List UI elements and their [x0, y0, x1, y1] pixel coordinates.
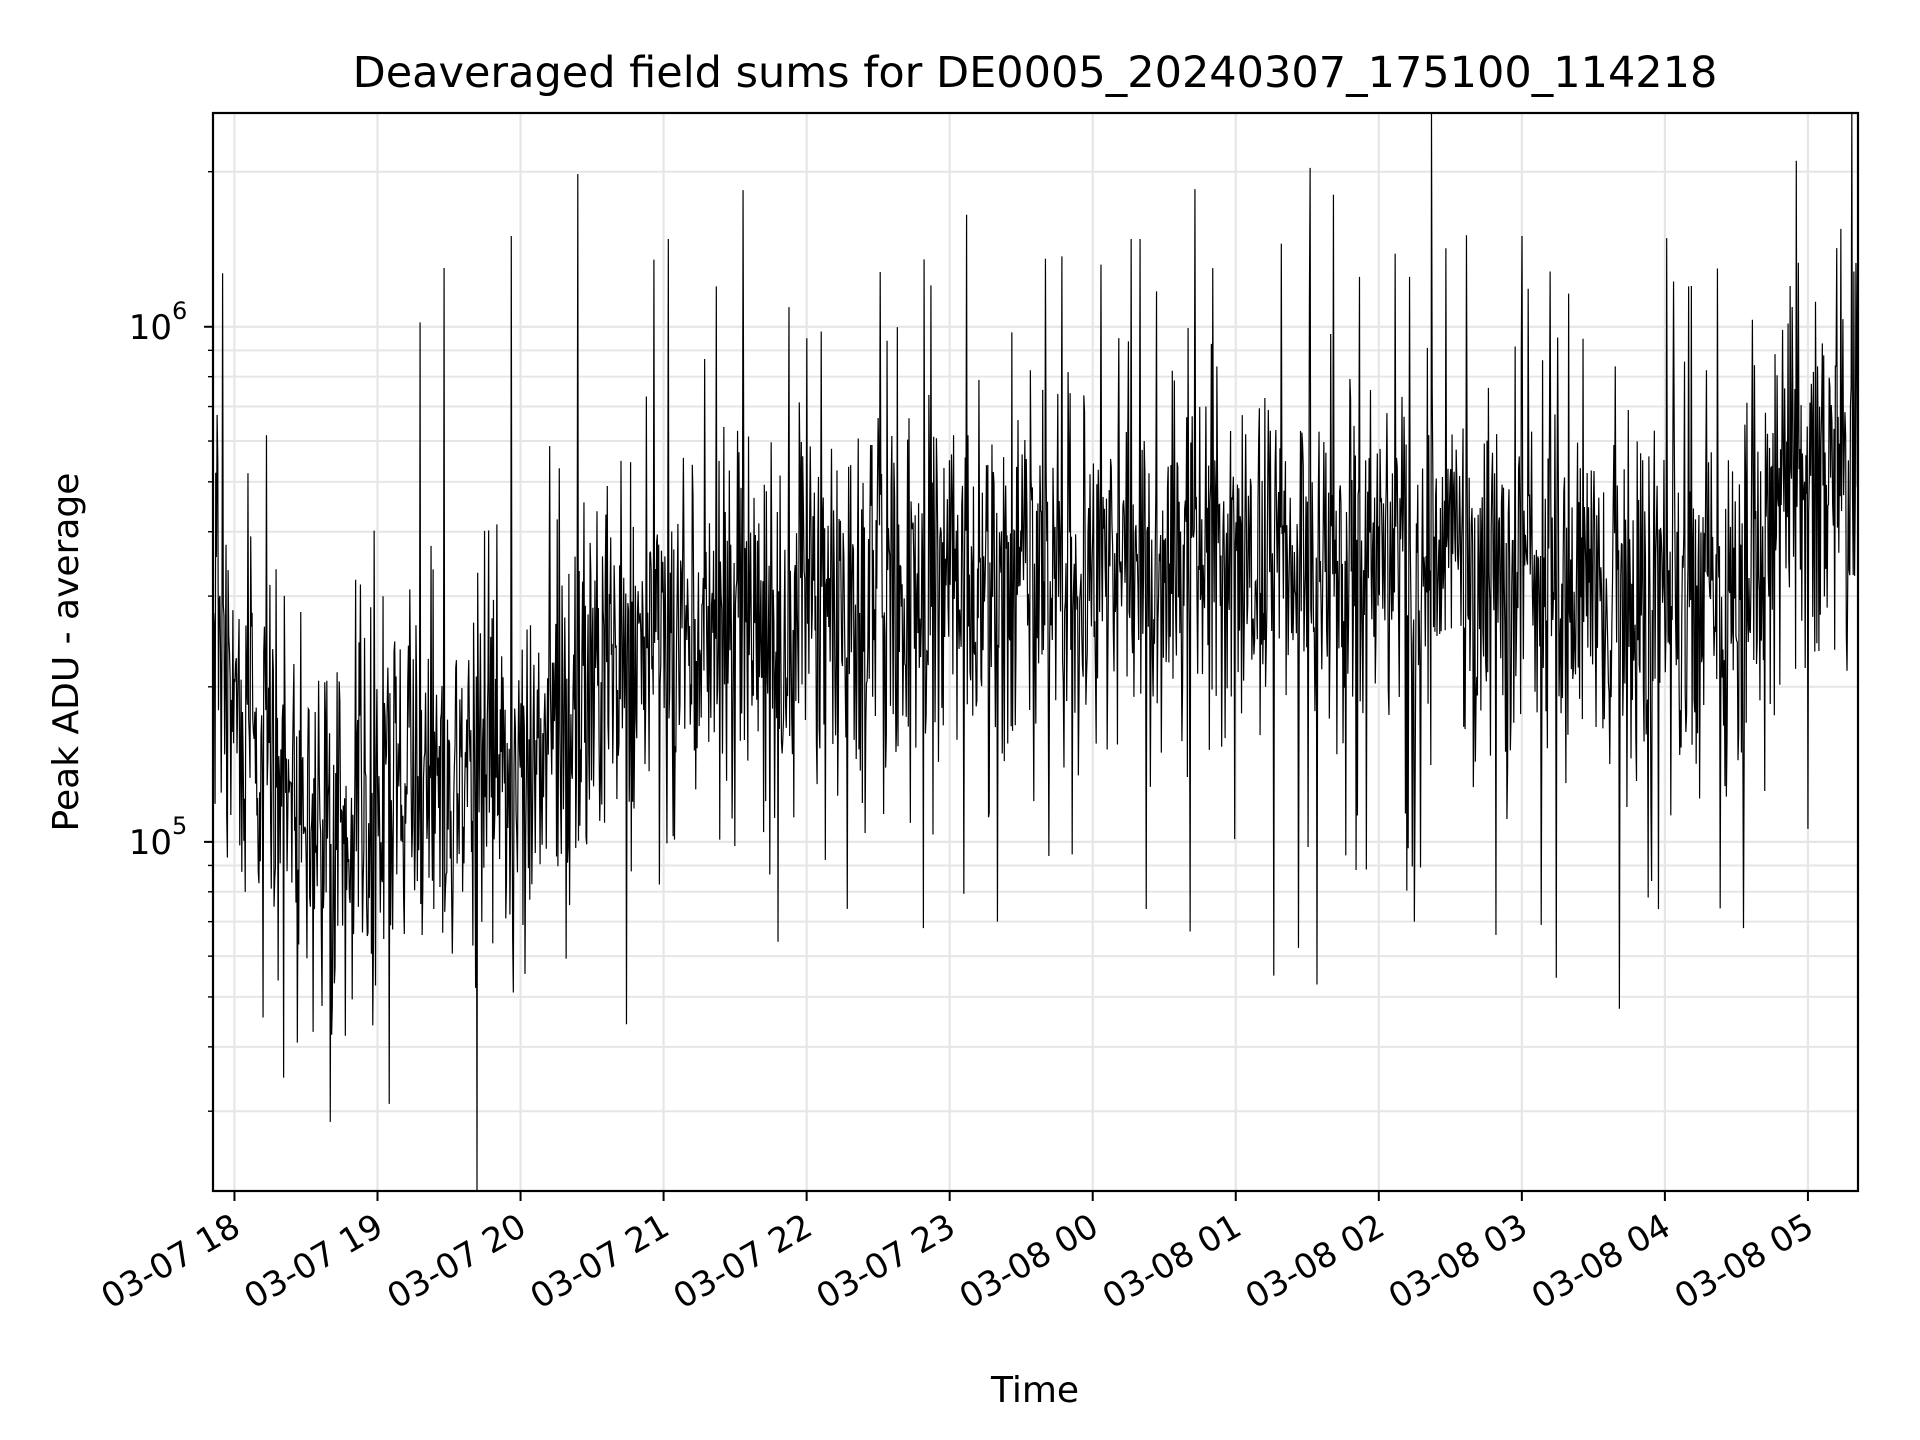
x-axis-label: Time — [990, 1370, 1079, 1411]
y-tick-exponent: 6 — [172, 297, 187, 325]
y-axis-label: Peak ADU - average — [46, 473, 87, 832]
chart-title: Deaveraged field sums for DE0005_2024030… — [353, 48, 1718, 98]
series-line — [212, 112, 1859, 1191]
y-tick-base: 10 — [129, 308, 172, 348]
data-series — [212, 112, 1859, 1191]
plot-area-frame — [211, 111, 1860, 1193]
y-tick-exponent: 5 — [172, 812, 187, 840]
y-tick-label: 105 — [129, 812, 188, 863]
y-tick-label: 106 — [129, 297, 188, 348]
y-tick-base: 10 — [129, 823, 172, 863]
